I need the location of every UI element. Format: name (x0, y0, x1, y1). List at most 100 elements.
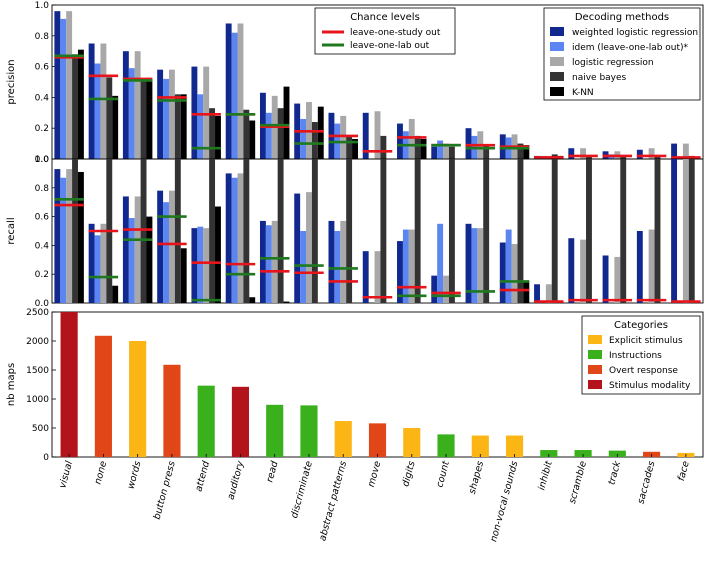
categories-legend-swatch-explicit (588, 335, 602, 344)
precision-bar-naive-bayes-track (620, 155, 627, 159)
categories-legend-swatch-overt (588, 365, 602, 374)
recall-bar-idem-leave-one-lab-out-non-vocal-sounds (505, 229, 512, 303)
categories-legend-title: Categories (614, 320, 668, 331)
recall-bar-idem-leave-one-lab-out-visual (60, 177, 67, 303)
recall-bar-k-nn-non-vocal-sounds (523, 281, 530, 303)
category-label-scramble: scramble (567, 460, 589, 505)
recall-bar-idem-leave-one-lab-out-read (265, 225, 272, 303)
precision-bar-naive-bayes-read (277, 108, 284, 159)
recall-bar-naive-bayes-face (688, 159, 695, 303)
recall-bar-naive-bayes-shapes (483, 159, 490, 303)
precision-bar-naive-bayes-shapes (483, 145, 490, 159)
recall-bar-logistic-regression-button-press (168, 190, 175, 303)
category-label-abstract-patterns: abstract patterns (317, 460, 349, 542)
recall-bar-logistic-regression-count (443, 275, 449, 303)
recall-axis-label: recall (6, 217, 17, 244)
categories-legend-swatch-modality (588, 380, 602, 389)
precision-bar-weighted-logistic-regression-words (122, 51, 129, 160)
precision-bar-weighted-logistic-regression-none (88, 43, 95, 159)
recall-bar-logistic-regression-read (271, 220, 278, 303)
recall-bar-idem-leave-one-lab-out-shapes (471, 228, 478, 303)
precision-bar-idem-leave-one-lab-out-discriminate (300, 118, 307, 159)
recall-bar-idem-leave-one-lab-out-words (128, 218, 135, 303)
category-label-discriminate: discriminate (289, 460, 315, 520)
methods-legend-label-lr: logistic regression (572, 58, 654, 68)
recall-bar-logistic-regression-saccades (648, 229, 655, 303)
recall-bar-weighted-logistic-regression-non-vocal-sounds (499, 242, 506, 303)
nb-maps-bar-none (94, 335, 112, 457)
precision-bar-naive-bayes-attend (209, 108, 216, 159)
recall-bar-naive-bayes-saccades (654, 159, 661, 303)
methods-legend-label-knn: K-NN (572, 88, 594, 98)
nb-maps-bar-digits (403, 428, 421, 457)
recall-bar-weighted-logistic-regression-track (602, 255, 609, 303)
nb-maps-bar-words (129, 341, 147, 457)
recall-bar-logistic-regression-digits (408, 229, 415, 303)
precision-bar-logistic-regression-visual (66, 11, 73, 159)
precision-panel: 0.0 0.2 0.4 0.6 0.8 1.0 precision (6, 1, 704, 165)
precision-bar-k-nn-words (146, 80, 153, 159)
recall-bar-logistic-regression-non-vocal-sounds (511, 243, 518, 303)
nb-maps-bar-abstract-patterns (334, 421, 352, 457)
recall-bar-naive-bayes-attend (209, 159, 216, 303)
recall-bar-naive-bayes-discriminate (311, 159, 318, 303)
precision-bar-weighted-logistic-regression-auditory (225, 23, 232, 160)
recall-bar-weighted-logistic-regression-visual (54, 169, 61, 303)
precision-bar-naive-bayes-words (140, 78, 147, 159)
methods-legend-swatch-knn (550, 87, 564, 96)
nb-maps-bar-scramble (574, 450, 592, 457)
recall-bar-logistic-regression-visual (66, 169, 73, 303)
methods-legend-swatch-idem (550, 42, 564, 51)
recall-bar-k-nn-button-press (180, 248, 187, 303)
recall-ytick-label: 0.2 (35, 270, 49, 280)
recall-bar-idem-leave-one-lab-out-abstract-patterns (334, 231, 341, 303)
category-label-track: track (606, 459, 623, 486)
recall-bar-weighted-logistic-regression-auditory (225, 173, 232, 303)
recall-ytick-label: 0.4 (35, 241, 50, 251)
precision-bar-weighted-logistic-regression-visual (54, 11, 61, 159)
precision-bar-naive-bayes-digits (414, 135, 421, 159)
recall-bar-logistic-regression-move (374, 251, 381, 303)
recall-bar-weighted-logistic-regression-none (88, 223, 95, 303)
recall-bar-naive-bayes-digits (414, 159, 421, 303)
category-label-digits: digits (400, 460, 417, 488)
nb-maps-ytick-label: 1500 (26, 366, 49, 376)
recall-bar-weighted-logistic-regression-inhibit (534, 284, 540, 303)
recall-bar-weighted-logistic-regression-attend (191, 228, 198, 303)
category-labels: visual none words button press attend auditor… (57, 459, 692, 543)
precision-ytick-label: 0.2 (35, 124, 49, 134)
nb-maps-bar-visual (60, 312, 78, 457)
methods-legend-box (543, 7, 701, 101)
precision-bar-weighted-logistic-regression-scramble (568, 148, 575, 159)
precision-ytick-label: 0.8 (35, 32, 50, 42)
methods-legend-label-wlr: weighted logistic regression (572, 28, 698, 38)
precision-bar-weighted-logistic-regression-shapes (465, 128, 472, 159)
category-label-non-vocal-sounds: non-vocal sounds (488, 460, 520, 543)
precision-bar-k-nn-non-vocal-sounds (523, 145, 530, 159)
recall-bar-k-nn-none (112, 285, 119, 303)
nb-maps-bar-track (608, 450, 626, 457)
recall-bar-k-nn-words (146, 216, 153, 303)
chance-legend-title: Chance levels (350, 12, 420, 23)
recall-bar-logistic-regression-scramble (580, 239, 587, 303)
recall-bar-logistic-regression-discriminate (306, 192, 312, 303)
precision-bar-naive-bayes-abstract-patterns (346, 135, 353, 159)
precision-bar-logistic-regression-scramble (580, 148, 587, 159)
precision-bar-naive-bayes-non-vocal-sounds (517, 143, 524, 159)
precision-bar-naive-bayes-visual (72, 54, 78, 159)
category-label-visual: visual (57, 460, 75, 490)
precision-bar-k-nn-attend (215, 115, 221, 159)
precision-bar-weighted-logistic-regression-face (671, 143, 678, 159)
precision-bar-idem-leave-one-lab-out-read (265, 112, 272, 159)
methods-legend-label-nb: naive bayes (572, 73, 627, 83)
category-label-shapes: shapes (467, 460, 486, 495)
nb-maps-ytick-label: 2000 (26, 337, 49, 347)
precision-bar-logistic-regression-button-press (168, 69, 175, 159)
recall-bar-weighted-logistic-regression-button-press (157, 190, 164, 303)
recall-bar-idem-leave-one-lab-out-digits (402, 229, 409, 303)
nb-maps-panel: 0 500 1000 1500 2000 2500 nb maps (6, 308, 704, 463)
precision-bar-logistic-regression-saccades (648, 148, 655, 159)
recall-bar-idem-leave-one-lab-out-none (94, 235, 101, 303)
nb-maps-bar-count (437, 434, 455, 457)
precision-bar-naive-bayes-scramble (586, 155, 592, 159)
